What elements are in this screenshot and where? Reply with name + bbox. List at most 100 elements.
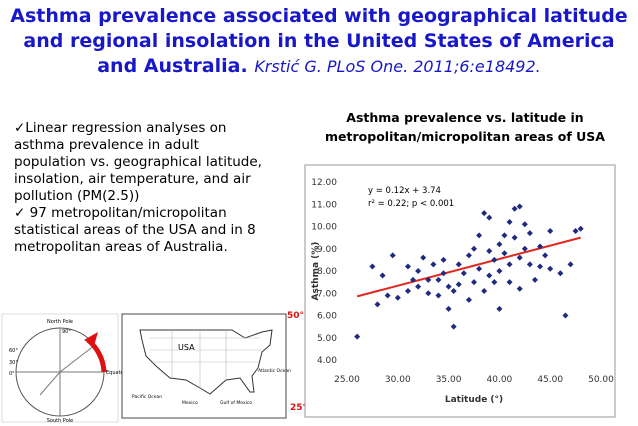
y-tick-label: 12.00 — [311, 178, 337, 188]
data-point — [537, 243, 544, 250]
x-tick-label: 30.00 — [385, 375, 411, 385]
data-point — [410, 276, 417, 283]
y-tick-label: 6.00 — [317, 312, 337, 322]
x-tick-label: 45.00 — [537, 375, 563, 385]
x-tick-label: 50.00 — [588, 375, 614, 385]
data-point — [542, 252, 549, 259]
data-point — [506, 279, 513, 286]
data-point — [404, 288, 411, 295]
data-point — [471, 245, 477, 252]
globe-label: 90° — [62, 329, 71, 335]
data-point — [486, 214, 493, 221]
data-point — [572, 227, 579, 234]
annotation: r² = 0.22; p < 0.001 — [368, 199, 454, 209]
map-label: USA — [178, 343, 195, 352]
data-point — [501, 250, 508, 257]
globe-label: North Pole — [47, 319, 73, 325]
globe-label: 30° — [9, 360, 18, 366]
x-tick-label: 40.00 — [487, 375, 513, 385]
data-point — [486, 247, 493, 254]
annotation: y = 0.12x + 3.74 — [368, 186, 441, 196]
data-point — [521, 221, 528, 228]
data-point — [491, 279, 498, 286]
bullet-list: ✓Linear regression analyses on asthma pr… — [14, 120, 274, 256]
us-outline — [139, 329, 273, 395]
state-lines — [150, 330, 262, 388]
data-point — [445, 305, 452, 312]
y-axis-label: Asthma (%) — [311, 242, 321, 301]
data-point — [511, 234, 518, 241]
data-point — [471, 279, 477, 286]
data-point — [516, 203, 523, 210]
data-point — [521, 245, 528, 252]
data-point — [481, 288, 488, 295]
data-point — [496, 305, 503, 312]
y-tick-label: 10.00 — [311, 223, 337, 233]
data-point — [425, 276, 432, 283]
arrow-head — [84, 332, 98, 346]
globe-label: 0° — [9, 371, 15, 377]
latitude-label: 50° — [287, 311, 304, 321]
data-point — [415, 268, 422, 274]
data-point — [435, 276, 442, 283]
data-point — [379, 272, 386, 279]
data-point — [547, 227, 554, 234]
data-point — [450, 323, 457, 330]
map-label: Pacific Ocean — [132, 394, 162, 400]
bullet: ✓Linear regression analyses on asthma pr… — [14, 120, 262, 204]
data-point — [567, 261, 574, 268]
data-point — [577, 225, 584, 232]
data-point — [435, 292, 442, 299]
x-axis-label: Latitude (°) — [445, 395, 503, 405]
data-point — [531, 276, 538, 283]
data-point — [562, 312, 569, 319]
slide-title: Asthma prevalence associated with geogra… — [10, 4, 628, 79]
data-point — [516, 254, 523, 261]
data-point — [496, 241, 503, 248]
y-tick-label: 4.00 — [317, 356, 337, 366]
x-tick-label: 35.00 — [436, 375, 462, 385]
data-point — [547, 265, 554, 272]
us-map: USA Pacific Ocean Atlantic Ocean Mexico … — [121, 313, 291, 419]
data-point — [374, 301, 381, 308]
data-point — [404, 263, 411, 270]
data-point — [425, 290, 432, 297]
globe-diagram: North Pole South Pole Equator 90° 60° 30… — [1, 313, 127, 424]
data-point — [501, 232, 508, 239]
data-point — [511, 205, 518, 212]
data-point — [384, 292, 391, 299]
y-tick-label: 11.00 — [311, 200, 337, 210]
map-label: Mexico — [182, 400, 198, 406]
data-point — [389, 252, 396, 259]
data-point — [354, 333, 361, 340]
data-point — [460, 270, 467, 277]
bullet: ✓ 97 metropolitan/micropolitan statistic… — [14, 205, 256, 255]
data-point — [557, 270, 564, 277]
data-point — [450, 288, 457, 295]
title-text: Asthma prevalence associated with geogra… — [10, 5, 628, 77]
map-label: Gulf of Mexico — [220, 400, 252, 406]
trendline — [356, 236, 581, 298]
data-point — [415, 283, 422, 290]
globe-label: 60° — [9, 348, 18, 354]
data-point — [526, 261, 533, 268]
globe-label: South Pole — [47, 418, 73, 424]
data-point — [440, 270, 447, 277]
data-point — [394, 294, 401, 301]
data-point — [440, 256, 447, 263]
data-point — [455, 281, 462, 288]
angle-line — [59, 344, 96, 373]
globe-label: Equator — [106, 370, 127, 376]
data-point — [506, 261, 513, 268]
y-tick-label: 8.00 — [317, 267, 337, 277]
data-point — [445, 283, 452, 290]
latitude-label: 25° — [290, 403, 307, 413]
data-point — [420, 254, 427, 261]
data-point — [465, 296, 472, 303]
citation: Krstić G. PLoS One. 2011;6:e18492. — [254, 57, 541, 76]
data-point — [369, 263, 376, 270]
chart-frame — [304, 164, 616, 418]
data-point — [430, 261, 437, 268]
data-point — [491, 256, 498, 263]
